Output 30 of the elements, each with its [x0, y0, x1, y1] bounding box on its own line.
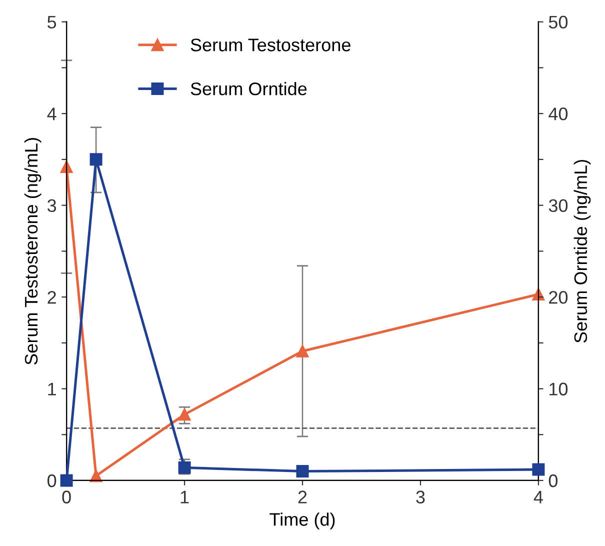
x-tick-label: 3: [416, 490, 425, 504]
y2-tick-label: 20: [549, 290, 568, 304]
y-tick-label: 2: [48, 290, 56, 304]
point: [178, 408, 191, 421]
point: [90, 153, 102, 166]
x-axis-title: Time (d): [270, 512, 335, 530]
point: [60, 474, 73, 487]
point: [296, 465, 309, 478]
y-tick-label: 5: [48, 16, 56, 29]
point: [532, 463, 545, 476]
point: [178, 461, 191, 474]
y-tick-label: 3: [47, 199, 56, 212]
point: [296, 344, 309, 358]
legend-label: Serum Testosterone: [190, 38, 350, 52]
x-tick-label: 2: [298, 490, 307, 504]
y-tick-label: 4: [47, 108, 56, 120]
y2-tick-label: 30: [548, 199, 568, 212]
x-tick-label: 4: [534, 490, 543, 504]
y2-tick-label: 50: [548, 16, 568, 29]
y2-tick-label: 0: [548, 474, 558, 488]
y-axis-title: Serum Testosterone (ng/mL): [24, 138, 42, 365]
x-tick-label: 0: [62, 490, 71, 504]
y2-tick-label: 10: [550, 382, 568, 396]
y2-axis-title: Serum Orntide (ng/mL): [574, 160, 591, 343]
legend-label: Serum Orntide: [190, 82, 307, 96]
point: [60, 160, 73, 174]
y-tick-label: 1: [48, 382, 56, 396]
y-tick-label: 0: [47, 474, 56, 488]
y2-tick-label: 40: [548, 108, 568, 120]
x-tick-label: 1: [180, 490, 189, 504]
